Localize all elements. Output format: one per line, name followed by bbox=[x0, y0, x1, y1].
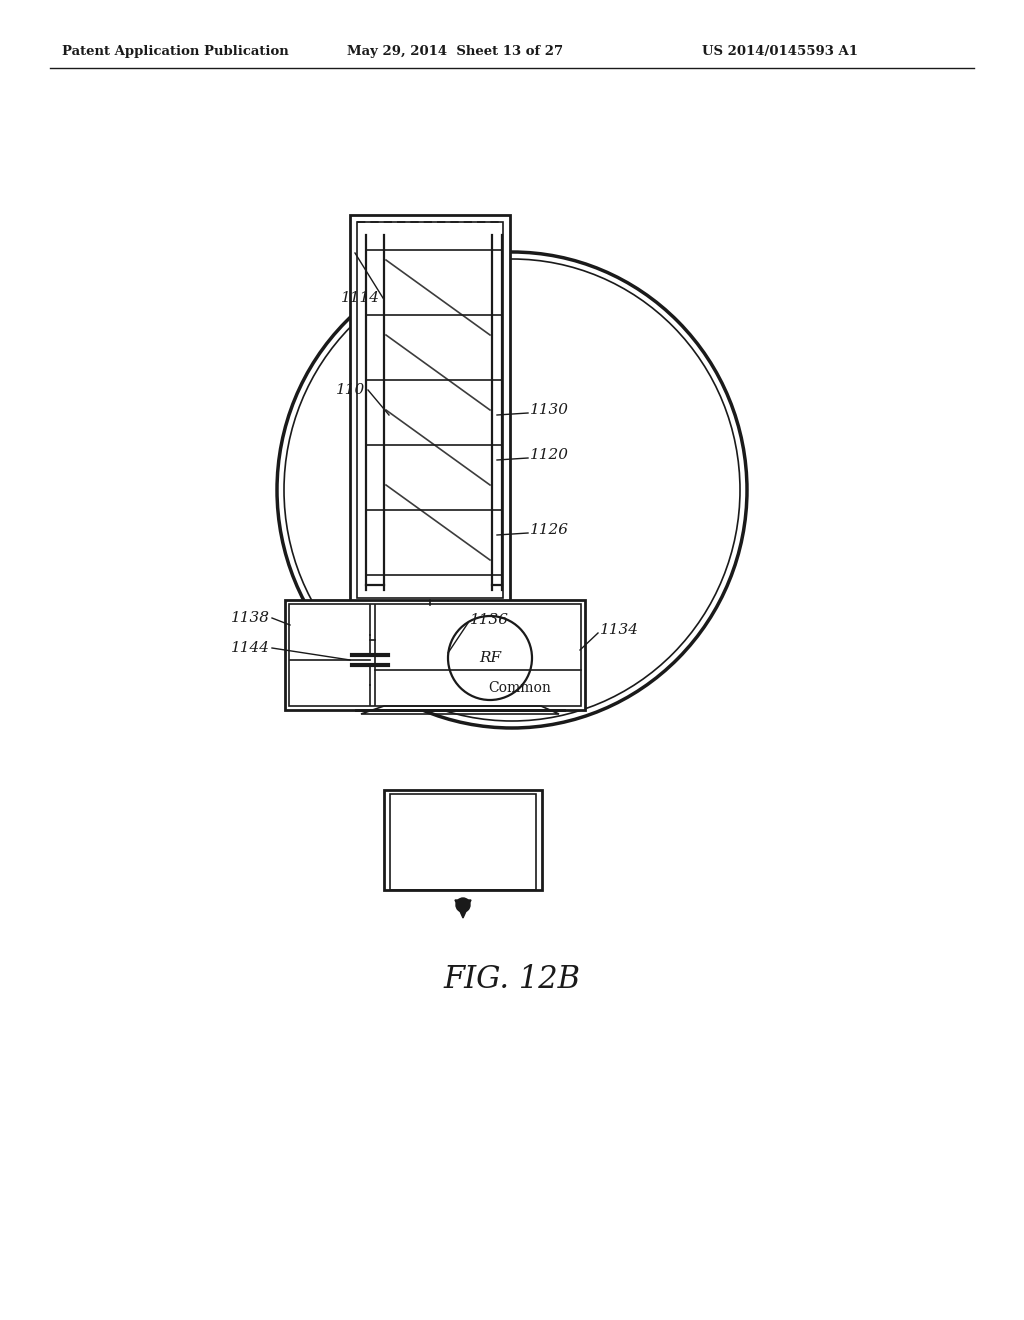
Bar bbox=[289, 605, 581, 706]
Text: 1114: 1114 bbox=[341, 290, 380, 305]
Text: US 2014/0145593 A1: US 2014/0145593 A1 bbox=[702, 45, 858, 58]
Bar bbox=[357, 222, 503, 598]
Circle shape bbox=[449, 616, 532, 700]
Polygon shape bbox=[455, 900, 471, 917]
Circle shape bbox=[456, 898, 470, 912]
Text: 1138: 1138 bbox=[231, 611, 270, 624]
Bar bbox=[285, 601, 585, 710]
Bar bbox=[350, 215, 510, 605]
Text: 1136: 1136 bbox=[470, 612, 509, 627]
Text: 1144: 1144 bbox=[231, 642, 270, 655]
Bar bbox=[390, 795, 536, 890]
Text: 1134: 1134 bbox=[600, 623, 639, 638]
Text: 1120: 1120 bbox=[530, 447, 569, 462]
Text: May 29, 2014  Sheet 13 of 27: May 29, 2014 Sheet 13 of 27 bbox=[347, 45, 563, 58]
Text: 110: 110 bbox=[336, 383, 365, 397]
Text: Common: Common bbox=[488, 681, 552, 696]
Bar bbox=[384, 789, 542, 890]
Text: Patent Application Publication: Patent Application Publication bbox=[61, 45, 289, 58]
Text: 1126: 1126 bbox=[530, 523, 569, 537]
Text: 1130: 1130 bbox=[530, 403, 569, 417]
Text: FIG. 12B: FIG. 12B bbox=[443, 965, 581, 995]
Text: RF: RF bbox=[479, 651, 501, 665]
